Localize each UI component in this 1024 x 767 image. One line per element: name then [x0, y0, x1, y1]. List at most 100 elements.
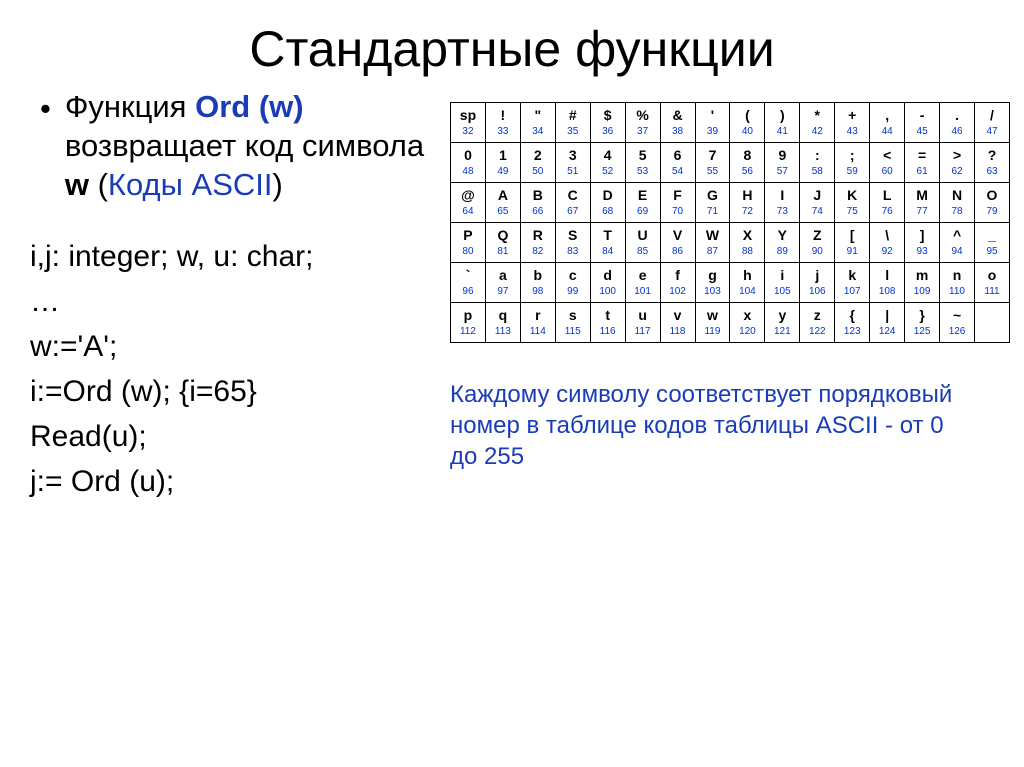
ascii-char: : — [800, 148, 834, 163]
ascii-char: s — [556, 308, 590, 323]
ascii-code: 35 — [556, 126, 590, 137]
ascii-code: 33 — [486, 126, 520, 137]
ascii-code: 93 — [905, 246, 939, 257]
ascii-code: 39 — [696, 126, 730, 137]
ascii-cell: ]93 — [905, 223, 940, 263]
ascii-cell: X88 — [730, 223, 765, 263]
ascii-cell: t116 — [590, 303, 625, 343]
ascii-code: 88 — [730, 246, 764, 257]
ascii-code: 83 — [556, 246, 590, 257]
ascii-code: 47 — [975, 126, 1009, 137]
ascii-code: 98 — [521, 286, 555, 297]
ascii-char: f — [661, 268, 695, 283]
ascii-cell: o111 — [975, 263, 1010, 303]
ascii-char: z — [800, 308, 834, 323]
ascii-code: 79 — [975, 206, 1009, 217]
ascii-char: > — [940, 148, 974, 163]
ascii-code: 99 — [556, 286, 590, 297]
ascii-cell: @64 — [451, 183, 486, 223]
code-line: i,j: integer; w, u: char; — [30, 234, 440, 279]
code-line: Read(u); — [30, 414, 440, 459]
ascii-char: A — [486, 188, 520, 203]
ascii-code: 82 — [521, 246, 555, 257]
ascii-code: 40 — [730, 126, 764, 137]
ascii-code: 114 — [521, 326, 555, 337]
ascii-cell: 654 — [660, 143, 695, 183]
ascii-cell: g103 — [695, 263, 730, 303]
ascii-cell: O79 — [975, 183, 1010, 223]
ascii-char: C — [556, 188, 590, 203]
table-caption: Каждому символу соответствует порядковый… — [450, 379, 970, 473]
ascii-code: 50 — [521, 166, 555, 177]
ascii-char: \ — [870, 228, 904, 243]
ascii-cell: j106 — [800, 263, 835, 303]
ascii-cell: G71 — [695, 183, 730, 223]
ascii-cell: =61 — [905, 143, 940, 183]
ascii-code: 44 — [870, 126, 904, 137]
ascii-char: R — [521, 228, 555, 243]
ascii-code: 57 — [765, 166, 799, 177]
ascii-code: 118 — [661, 326, 695, 337]
ascii-cell: \ 92 — [870, 223, 905, 263]
ascii-cell: q113 — [485, 303, 520, 343]
ascii-cell: u117 — [625, 303, 660, 343]
ascii-cell: x120 — [730, 303, 765, 343]
ascii-cell: h104 — [730, 263, 765, 303]
ascii-code: 67 — [556, 206, 590, 217]
ascii-char: J — [800, 188, 834, 203]
ascii-cell: )41 — [765, 103, 800, 143]
bullet-mid: возвращает код символа — [65, 128, 424, 163]
ascii-cell: f 102 — [660, 263, 695, 303]
ascii-code: 91 — [835, 246, 869, 257]
ascii-cell: $36 — [590, 103, 625, 143]
ascii-char: q — [486, 308, 520, 323]
ascii-cell: :58 — [800, 143, 835, 183]
ascii-cell — [975, 303, 1010, 343]
ascii-code: 69 — [626, 206, 660, 217]
ascii-char: i — [765, 268, 799, 283]
ascii-code: 63 — [975, 166, 1009, 177]
ascii-code: 56 — [730, 166, 764, 177]
ascii-char: S — [556, 228, 590, 243]
ascii-char: % — [626, 108, 660, 123]
ascii-char: [ — [835, 228, 869, 243]
ascii-code: 86 — [661, 246, 695, 257]
ascii-cell: J74 — [800, 183, 835, 223]
ascii-cell: 957 — [765, 143, 800, 183]
ascii-char: l — [870, 268, 904, 283]
ascii-code: 37 — [626, 126, 660, 137]
ascii-cell: S 83 — [555, 223, 590, 263]
ascii-code: 80 — [451, 246, 485, 257]
ascii-code: 65 — [486, 206, 520, 217]
bullet-item: • Функция Ord (w) возвращает код символа… — [30, 88, 440, 204]
ascii-code: 124 — [870, 326, 904, 337]
ascii-char: B — [521, 188, 555, 203]
ascii-code: 94 — [940, 246, 974, 257]
bullet-paren-close: ) — [273, 167, 283, 202]
ascii-cell: D68 — [590, 183, 625, 223]
ascii-cell: F70 — [660, 183, 695, 223]
ascii-cell: I73 — [765, 183, 800, 223]
ascii-char: Z — [800, 228, 834, 243]
ascii-cell: 755 — [695, 143, 730, 183]
ascii-cell: W87 — [695, 223, 730, 263]
ascii-char: Q — [486, 228, 520, 243]
ascii-char: h — [730, 268, 764, 283]
ascii-char: ? — [975, 148, 1009, 163]
ascii-char: * — [800, 108, 834, 123]
ascii-cell: 048 — [451, 143, 486, 183]
ascii-cell: V86 — [660, 223, 695, 263]
ascii-code: 119 — [696, 326, 730, 337]
ascii-code: 102 — [661, 286, 695, 297]
ascii-cell: Q81 — [485, 223, 520, 263]
ascii-char: ; — [835, 148, 869, 163]
ascii-cell: p112 — [451, 303, 486, 343]
ascii-char: 9 — [765, 148, 799, 163]
ascii-char: t — [591, 308, 625, 323]
ascii-code: 120 — [730, 326, 764, 337]
ascii-char: y — [765, 308, 799, 323]
ascii-cell: 250 — [520, 143, 555, 183]
ascii-char: ' — [696, 108, 730, 123]
ascii-char: | — [870, 308, 904, 323]
ascii-code: 92 — [870, 246, 904, 257]
